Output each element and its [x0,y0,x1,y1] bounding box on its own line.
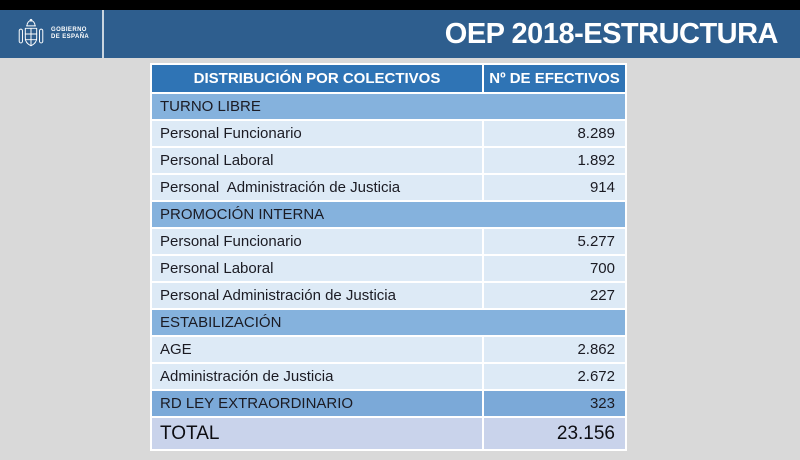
row-label-cell: Administración de Justicia [152,364,482,389]
top-black-bar [0,0,800,10]
gobierno-logo-text: GOBIERNO DE ESPAÑA [51,27,89,41]
distribution-table: DISTRIBUCIÓN POR COLECTIVOS Nº DE EFECTI… [150,63,627,451]
row-value-cell: 914 [484,175,625,200]
table-row-section: PROMOCIÓN INTERNA [152,202,625,227]
row-label-cell: Personal Funcionario [152,121,482,146]
table-row-section: ESTABILIZACIÓN [152,310,625,335]
logo-line2: DE ESPAÑA [51,34,90,40]
row-value-cell: 2.862 [484,337,625,362]
row-value-cell: 323 [484,391,625,416]
table-row-data: AGE 2.862 [152,337,625,362]
table-row-section: TURNO LIBRE [152,94,625,119]
table-row-data: Personal Laboral 700 [152,256,625,281]
spain-coat-of-arms-icon [18,16,44,52]
col-header-efectivos: Nº DE EFECTIVOS [484,65,625,92]
table-row-data: Administración de Justicia 2.672 [152,364,625,389]
table-row-data: Personal Laboral 1.892 [152,148,625,173]
table-row-data: Personal Administración de Justicia 227 [152,283,625,308]
table-row-data: Personal Funcionario 8.289 [152,121,625,146]
row-label-cell: TOTAL [152,418,482,449]
row-value-cell: 700 [484,256,625,281]
table-header-row: DISTRIBUCIÓN POR COLECTIVOS Nº DE EFECTI… [152,65,625,92]
row-value-cell: 5.277 [484,229,625,254]
row-label-cell: TURNO LIBRE [152,94,625,119]
row-label-cell: Personal Laboral [152,148,482,173]
table-row-data: Personal Administración de Justicia 914 [152,175,625,200]
slide-header: GOBIERNO DE ESPAÑA OEP 2018-ESTRUCTURA [0,10,800,58]
logo-line1: GOBIERNO [51,27,87,33]
row-label-cell: ESTABILIZACIÓN [152,310,625,335]
row-value-cell: 227 [484,283,625,308]
table-row-total: TOTAL 23.156 [152,418,625,449]
table-row-data: Personal Funcionario 5.277 [152,229,625,254]
row-value-cell: 8.289 [484,121,625,146]
table-row-highlight: RD LEY EXTRAORDINARIO 323 [152,391,625,416]
gobierno-logo: GOBIERNO DE ESPAÑA [0,10,102,58]
row-label-cell: PROMOCIÓN INTERNA [152,202,625,227]
row-label-cell: RD LEY EXTRAORDINARIO [152,391,482,416]
header-divider [102,10,104,58]
page-title: OEP 2018-ESTRUCTURA [444,17,779,50]
row-label-cell: AGE [152,337,482,362]
row-value-cell: 1.892 [484,148,625,173]
row-label-cell: Personal Administración de Justicia [152,283,482,308]
col-header-colectivos: DISTRIBUCIÓN POR COLECTIVOS [152,65,482,92]
row-label-cell: Personal Laboral [152,256,482,281]
row-value-cell: 23.156 [484,418,625,449]
row-value-cell: 2.672 [484,364,625,389]
row-label-cell: Personal Administración de Justicia [152,175,482,200]
row-label-cell: Personal Funcionario [152,229,482,254]
